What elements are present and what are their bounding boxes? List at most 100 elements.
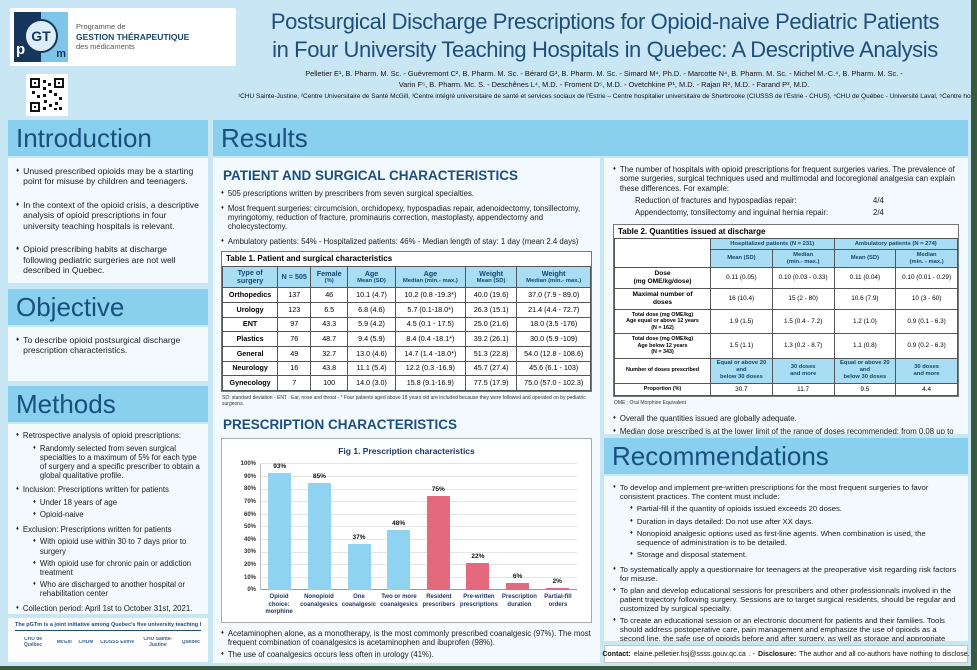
section-header-objective: Objective bbox=[8, 289, 208, 325]
table1-cell: 7 bbox=[277, 375, 312, 391]
chart-gridline bbox=[260, 576, 577, 578]
table1-cell: 13.0 (4.6) bbox=[347, 346, 396, 362]
bullet-item: ♦ Unused prescribed opioids may be a star… bbox=[16, 166, 200, 187]
disclosure-label: Disclosure: bbox=[758, 650, 797, 658]
table1-cell: 18.0 (3.5 -176) bbox=[516, 316, 591, 333]
example-label: Appendectomy, tonsillectomy and inguinal… bbox=[635, 208, 829, 218]
table1-cell: 12.2 (0.3 -16.9) bbox=[394, 360, 466, 377]
results-left-panel: PATIENT AND SURGICAL CHARACTERISTICS ♦ 50… bbox=[213, 158, 600, 663]
quantities-bullets: ♦ Overall the quantities issued are globa… bbox=[613, 414, 959, 434]
bullet-icon: ♦ bbox=[630, 517, 633, 524]
bullet-icon: ♦ bbox=[613, 616, 616, 623]
bullet-text: Exclusion: Prescriptions written for pat… bbox=[22, 524, 172, 534]
table2-proportion-cell: 11.7 bbox=[771, 382, 835, 397]
example-row: Appendectomy, tonsillectomy and inguinal… bbox=[613, 208, 959, 217]
table2-cell: 1.5 (1.1) bbox=[710, 333, 773, 359]
chart-y-axis-label: 10% bbox=[243, 574, 256, 581]
chart-column: 37% bbox=[339, 464, 379, 591]
table2-box: Table 2. Quantities issued at discharge … bbox=[613, 223, 959, 398]
authors-line1: Pelletier E¹, B. Pharm. M. Sc. - Guévrem… bbox=[305, 69, 903, 78]
table2-corner-cell bbox=[613, 238, 712, 269]
poster-title: Postsurgical Discharge Prescriptions for… bbox=[240, 8, 970, 63]
chart-y-axis-label: 60% bbox=[243, 511, 256, 518]
fig1-title: Fig 1. Prescription characteristics bbox=[338, 446, 475, 457]
bullet-text: Nonopioid analgesic options used as firs… bbox=[636, 529, 926, 548]
chart-value-label: 85% bbox=[312, 473, 326, 481]
bullet-text: To describe opioid postsurgical discharg… bbox=[23, 335, 181, 356]
results-right-panel: ♦ The number of hospitals with opioid pre… bbox=[604, 158, 968, 434]
table2-row-label: Dose (mg OME/kg/dose) bbox=[613, 267, 712, 289]
examples-list: Reduction of fractures and hypospadias r… bbox=[613, 196, 959, 218]
pgtm-logo-box: p GT m Programme de GESTION THÉRAPEUTIQU… bbox=[10, 8, 236, 66]
bullet-sublist: ♦ Randomly selected from seven surgical s… bbox=[33, 444, 200, 481]
table1-cell: 51.3 (22.8) bbox=[464, 346, 518, 362]
contact-email-link[interactable]: elaine.pelletier.hsj@ssss.gouv.qc.ca bbox=[633, 650, 746, 658]
mcgill-logo: McGill bbox=[56, 639, 72, 645]
table2-row: Dose (mg OME/kg/dose) 0.11 (0.05) 0.10 (0.… bbox=[613, 267, 958, 289]
bullet-icon: ♦ bbox=[221, 204, 224, 211]
table2-subheader: Mean (SD) bbox=[710, 249, 773, 269]
table1-column-header: Type of surgery bbox=[221, 265, 279, 289]
partner-logos-row: CHU de Québec McGill CHUM CIUSSS Estrie CHU … bbox=[12, 635, 204, 648]
bullet-subitem: ♦ With opioid use within 30 to 7 days pri… bbox=[33, 537, 200, 555]
chart-value-label: 75% bbox=[431, 486, 445, 493]
chart-bar bbox=[307, 483, 331, 591]
table1-column-label: Age bbox=[423, 268, 438, 278]
fig1-plot-area: 0% 10% 20% 30% 40% 50% 60% 70% 80% 90% 100% 93% 85% 3… bbox=[241, 461, 577, 593]
table1-cell: 43.8 bbox=[310, 360, 349, 377]
bullet-icon: ♦ bbox=[33, 538, 36, 545]
chart-category-label: Resident prescribers bbox=[422, 594, 456, 608]
authors-block: Pelletier E¹, B. Pharm. M. Sc. - Guévrem… bbox=[238, 68, 977, 100]
bullet-subitem: ♦ Randomly selected from seven surgical s… bbox=[33, 444, 200, 481]
chart-y-axis-label: 0% bbox=[247, 587, 256, 594]
bullet-item: ♦ In the context of the opioid crisis, a … bbox=[16, 200, 200, 231]
chart-gridline bbox=[260, 513, 577, 515]
table1-column-label: Weight bbox=[479, 268, 503, 278]
table2-subheader: Median (min.- max.) bbox=[771, 249, 835, 269]
example-row: Reduction of fractures and hypospadias r… bbox=[613, 196, 959, 205]
bullet-subitem: ♦ Partial-fill if the quantity of opioids… bbox=[630, 504, 959, 513]
bullet-item: ♦ Exclusion: Prescriptions written for pa… bbox=[16, 525, 200, 535]
table1-column-label: Age bbox=[364, 268, 379, 278]
pgtm-logo-letter-p: p bbox=[16, 41, 26, 58]
bullet-text: Ambulatory patients: 54% - Hospitalized … bbox=[227, 236, 579, 246]
table1-cell: 5.7 (0.1-18.0*) bbox=[394, 302, 466, 318]
table1-row: Gynecology 7 100 14.0 (3.0) 15.8 (9.1-16.9) 7… bbox=[221, 375, 591, 391]
table1-cell: General bbox=[221, 346, 279, 362]
ciusss-estrie-logo: CIUSSS Estrie bbox=[100, 639, 135, 645]
logo-org-line2: GESTION THÉRAPEUTIQUE bbox=[76, 31, 190, 42]
table1-cell: 75.0 (57.0 - 102.3) bbox=[516, 375, 591, 391]
table1-column-subnote: Mean (SD) bbox=[357, 277, 386, 284]
table1-cell: 10.2 (0.8 -19.3*) bbox=[394, 287, 466, 304]
chart-column: 2% bbox=[537, 464, 577, 591]
chart-columns: 93% 85% 37% 48% 75% 22% 6% 2% bbox=[260, 463, 577, 591]
table2-proportion-cell: 4.4 bbox=[895, 382, 958, 397]
table1-column-header: N = 505 bbox=[277, 265, 312, 289]
chart-column: 22% bbox=[458, 464, 498, 591]
table2: Hospitalized patients (N = 231) Ambulator… bbox=[613, 238, 958, 397]
bullet-icon: ♦ bbox=[16, 525, 19, 532]
table1-cell: 43.3 bbox=[310, 316, 349, 333]
table2-cell: 1.3 (0.2 - 8.7) bbox=[771, 333, 835, 359]
table1-cell: 6.5 bbox=[310, 302, 349, 318]
bullet-icon: ♦ bbox=[221, 651, 224, 658]
table2-footnote: OME : Oral Morphine Equivalent bbox=[614, 400, 686, 407]
table2-subheader: Mean (SD) bbox=[833, 249, 897, 269]
bullet-text: To plan and develop educational sessions… bbox=[619, 585, 956, 613]
bullet-icon: ♦ bbox=[33, 511, 36, 518]
table1-column-label: N = 505 bbox=[281, 272, 307, 282]
chart-gridline bbox=[260, 551, 577, 553]
bullet-subitem: ♦ Storage and disposal statement. bbox=[630, 550, 959, 559]
chart-gridline bbox=[260, 538, 577, 540]
logo-org-line3: des médicaments bbox=[76, 42, 135, 52]
table2-group-header-row: Hospitalized patients (N = 231) Ambulator… bbox=[613, 238, 958, 269]
table2-row-label: Maximal number of doses bbox=[613, 287, 712, 310]
table1-cell: 26.3 (15.1) bbox=[464, 302, 518, 318]
bullet-text: To systematically apply a questionnaire … bbox=[619, 564, 957, 583]
bullet-text: In the context of the opioid crisis, a d… bbox=[23, 199, 199, 231]
bullet-item: ♦ Inclusion: Prescriptions written for pa… bbox=[16, 485, 200, 495]
table1-row: ENT 97 43.3 5.9 (4.2) 4.5 (0.1 - 17.5) 25.0 (… bbox=[221, 316, 591, 333]
table2-cell: 10.6 (7.9) bbox=[833, 287, 897, 310]
bullet-text: Most frequent surgeries: circumcision, o… bbox=[227, 203, 581, 232]
bullet-item: ♦ 505 prescriptions written by prescriber… bbox=[221, 189, 592, 199]
